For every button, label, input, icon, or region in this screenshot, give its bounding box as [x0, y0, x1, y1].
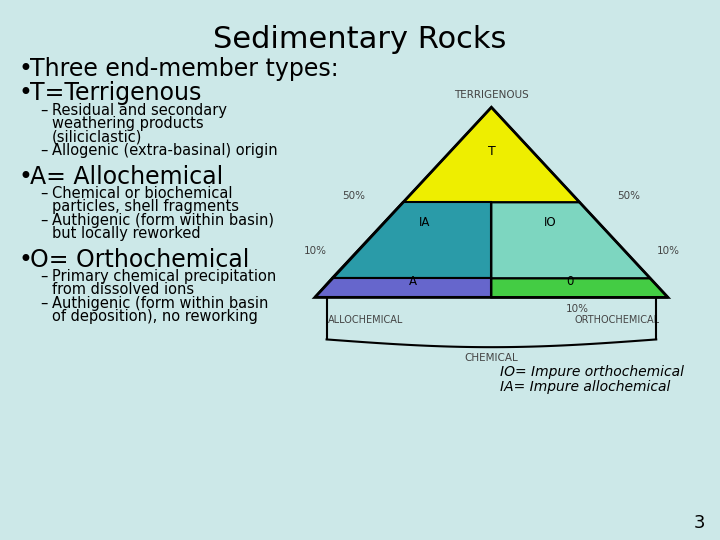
Text: O= Orthochemical: O= Orthochemical [30, 248, 249, 272]
Text: ALLOCHEMICAL: ALLOCHEMICAL [328, 315, 403, 325]
Text: TERRIGENOUS: TERRIGENOUS [454, 90, 528, 99]
Text: Sedimentary Rocks: Sedimentary Rocks [213, 25, 507, 54]
Text: –: – [40, 143, 48, 158]
Text: T=Terrigenous: T=Terrigenous [30, 81, 202, 105]
Text: IA: IA [419, 216, 431, 229]
Text: 0: 0 [566, 275, 574, 288]
Text: 10%: 10% [657, 246, 680, 256]
Polygon shape [492, 202, 650, 279]
Text: Three end-member types:: Three end-member types: [30, 57, 338, 81]
Polygon shape [403, 107, 580, 202]
Text: –: – [40, 213, 48, 228]
Text: •: • [18, 248, 32, 272]
Text: •: • [18, 165, 32, 189]
Text: •: • [18, 57, 32, 81]
Text: Authigenic (form within basin: Authigenic (form within basin [52, 296, 269, 311]
Text: ORTHOCHEMICAL: ORTHOCHEMICAL [575, 315, 660, 325]
Polygon shape [315, 279, 492, 298]
Text: T: T [487, 145, 495, 158]
Text: 10%: 10% [566, 304, 589, 314]
Text: IA= Impure allochemical: IA= Impure allochemical [500, 380, 670, 394]
Text: –: – [40, 186, 48, 201]
Text: –: – [40, 296, 48, 311]
Text: •: • [18, 81, 32, 105]
Text: from dissolved ions: from dissolved ions [52, 282, 194, 297]
Text: Chemical or biochemical: Chemical or biochemical [52, 186, 233, 201]
Text: 3: 3 [693, 514, 705, 532]
Text: 50%: 50% [617, 191, 640, 201]
Text: Primary chemical precipitation: Primary chemical precipitation [52, 269, 276, 284]
Text: but locally reworked: but locally reworked [52, 226, 201, 241]
Text: (siliciclastic): (siliciclastic) [52, 129, 143, 144]
Text: 50%: 50% [343, 191, 366, 201]
Text: CHEMICAL: CHEMICAL [464, 353, 518, 363]
Text: A: A [409, 275, 417, 288]
Text: Authigenic (form within basin): Authigenic (form within basin) [52, 213, 274, 228]
Text: IO= Impure orthochemical: IO= Impure orthochemical [500, 365, 684, 379]
Text: of deposition), no reworking: of deposition), no reworking [52, 309, 258, 324]
Polygon shape [492, 279, 668, 298]
Polygon shape [333, 202, 492, 279]
Text: –: – [40, 269, 48, 284]
Text: Allogenic (extra-basinal) origin: Allogenic (extra-basinal) origin [52, 143, 278, 158]
Text: weathering products: weathering products [52, 116, 204, 131]
Text: IO: IO [544, 216, 557, 229]
Text: 10%: 10% [303, 246, 326, 256]
Text: Residual and secondary: Residual and secondary [52, 103, 227, 118]
Text: A= Allochemical: A= Allochemical [30, 165, 223, 189]
Text: –: – [40, 103, 48, 118]
Text: particles, shell fragments: particles, shell fragments [52, 199, 239, 214]
